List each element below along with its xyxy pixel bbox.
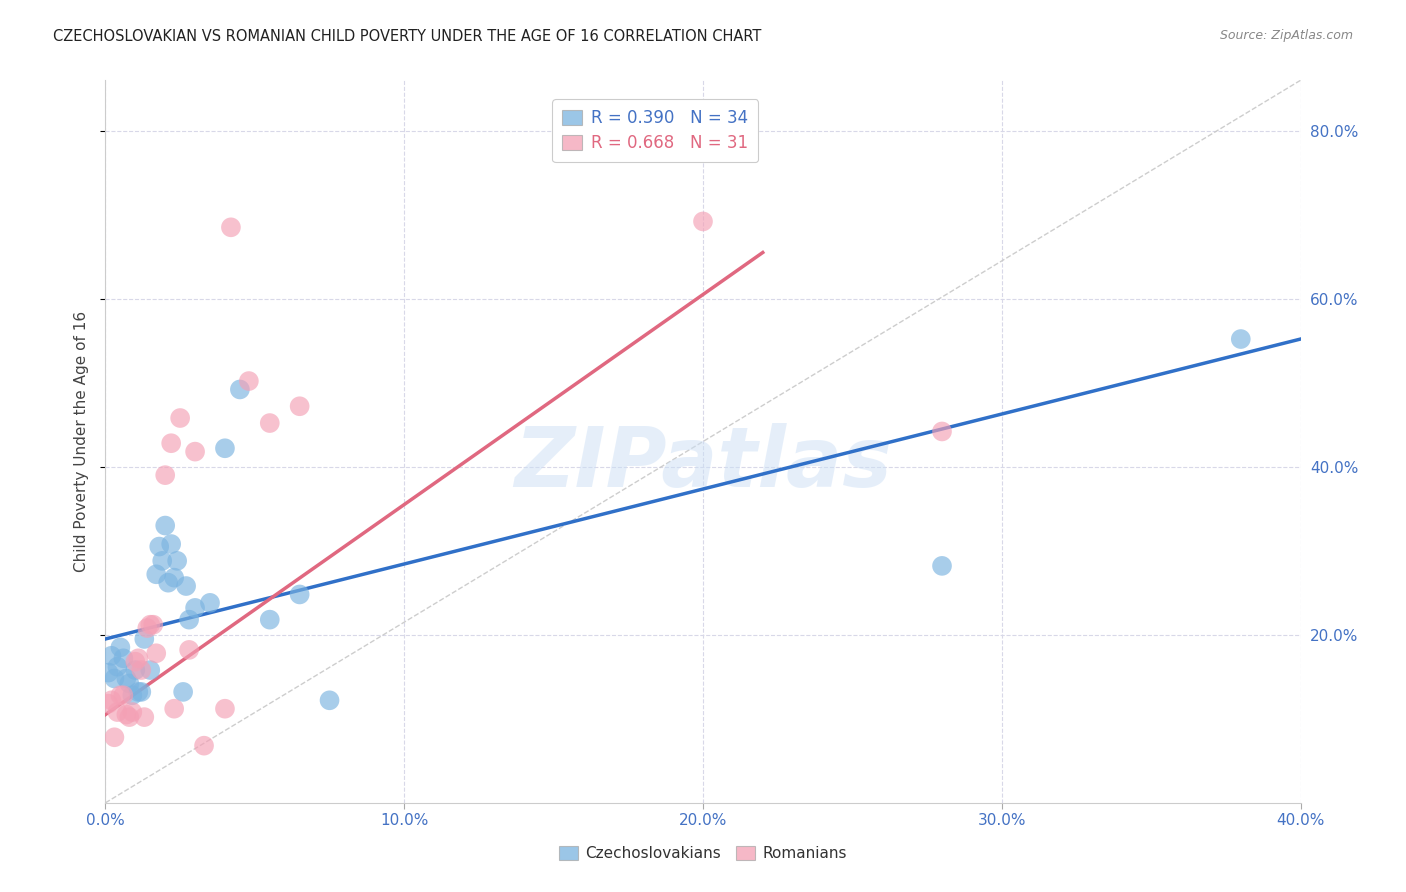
Point xyxy=(166,554,188,568)
Point xyxy=(318,693,340,707)
Y-axis label: Child Poverty Under the Age of 16: Child Poverty Under the Age of 16 xyxy=(75,311,90,572)
Point xyxy=(177,643,201,657)
Point xyxy=(110,640,132,655)
Point xyxy=(115,672,138,686)
Point xyxy=(129,663,153,677)
Point xyxy=(118,710,141,724)
Point xyxy=(169,411,191,425)
Text: Source: ZipAtlas.com: Source: ZipAtlas.com xyxy=(1219,29,1353,42)
Text: ZIPatlas: ZIPatlas xyxy=(515,423,891,504)
Point xyxy=(172,685,194,699)
Point xyxy=(148,540,170,554)
Point xyxy=(124,655,146,669)
Point xyxy=(110,688,132,702)
Point xyxy=(145,646,167,660)
Point xyxy=(259,613,281,627)
Point xyxy=(97,665,120,680)
Point xyxy=(121,705,143,719)
Point xyxy=(198,596,221,610)
Point xyxy=(229,383,252,397)
Text: CZECHOSLOVAKIAN VS ROMANIAN CHILD POVERTY UNDER THE AGE OF 16 CORRELATION CHART: CZECHOSLOVAKIAN VS ROMANIAN CHILD POVERT… xyxy=(53,29,762,44)
Point xyxy=(134,710,156,724)
Point xyxy=(97,697,120,711)
Point xyxy=(150,554,173,568)
Point xyxy=(177,613,201,627)
Point xyxy=(931,425,953,439)
Point xyxy=(160,436,183,450)
Point xyxy=(107,705,129,719)
Point xyxy=(112,651,135,665)
Point xyxy=(136,621,159,635)
Point xyxy=(100,648,122,663)
Point xyxy=(127,651,149,665)
Point xyxy=(163,702,186,716)
Point xyxy=(107,659,129,673)
Point xyxy=(103,731,125,745)
Point xyxy=(214,702,236,716)
Point xyxy=(145,567,167,582)
Point xyxy=(124,663,146,677)
Point xyxy=(931,558,953,573)
Point xyxy=(214,442,236,456)
Point xyxy=(238,374,260,388)
Point xyxy=(115,707,138,722)
Point xyxy=(142,617,165,632)
Point xyxy=(139,617,162,632)
Point xyxy=(139,663,162,677)
Point xyxy=(193,739,215,753)
Point xyxy=(121,688,143,702)
Point xyxy=(155,518,177,533)
Point xyxy=(100,693,122,707)
Point xyxy=(157,575,180,590)
Point xyxy=(127,685,149,699)
Point xyxy=(155,468,177,483)
Point xyxy=(118,676,141,690)
Point xyxy=(259,416,281,430)
Point xyxy=(288,399,311,413)
Point xyxy=(219,220,242,235)
Point xyxy=(1229,332,1253,346)
Point xyxy=(184,444,207,458)
Point xyxy=(163,571,186,585)
Point xyxy=(103,672,125,686)
Point xyxy=(184,600,207,615)
Point xyxy=(160,537,183,551)
Legend: Czechoslovakians, Romanians: Czechoslovakians, Romanians xyxy=(553,840,853,867)
Point xyxy=(692,214,714,228)
Point xyxy=(288,587,311,601)
Point xyxy=(174,579,197,593)
Point xyxy=(134,632,156,646)
Point xyxy=(129,685,153,699)
Point xyxy=(112,688,135,702)
